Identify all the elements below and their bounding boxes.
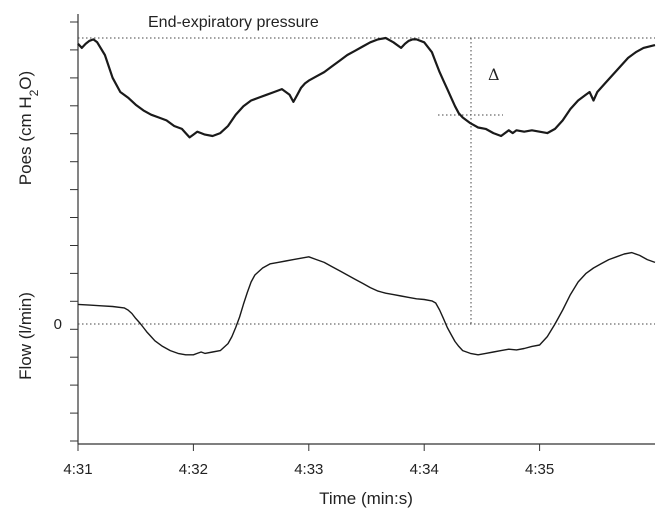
x-tick-label: 4:31: [63, 461, 92, 478]
flow-zero-tick-label: 0: [54, 316, 62, 333]
x-ticks: 4:31 4:32 4:33 4:34 4:35: [63, 444, 554, 478]
poes-y-axis-label: Poes (cm H2O): [16, 71, 41, 185]
x-tick-label: 4:33: [294, 461, 323, 478]
delta-label: Δ: [488, 65, 500, 84]
x-axis: 4:31 4:32 4:33 4:34 4:35: [63, 443, 655, 478]
x-tick-label: 4:32: [179, 461, 208, 478]
x-tick-label: 4:35: [525, 461, 554, 478]
poes-series-line: [77, 36, 656, 139]
y-ticks: [70, 21, 78, 442]
flow-y-axis-label: Flow (l/min): [16, 292, 35, 380]
end-expiratory-pressure-label: End-expiratory pressure: [148, 14, 319, 31]
x-tick-label: 4:34: [410, 461, 439, 478]
flow-series-line: [77, 251, 656, 356]
x-axis-label: Time (min:s): [319, 489, 413, 508]
y-axis: [70, 14, 79, 444]
